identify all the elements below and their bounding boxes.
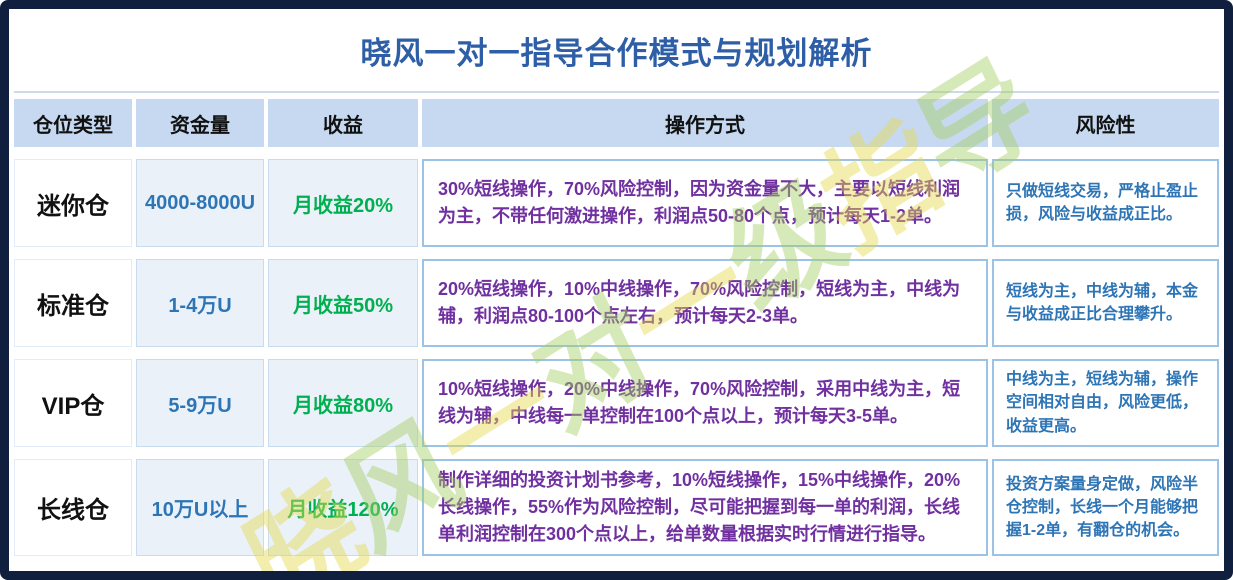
- column-header-operation: 操作方式: [422, 99, 988, 147]
- cell-risk: 投资方案量身定做，风险半仓控制，长线一个月能够把握1-2单，有翻仓的机会。: [992, 459, 1219, 556]
- cell-capital: 5-9万U: [136, 359, 264, 447]
- cell-risk: 短线为主，中线为辅，本金与收益成正比合理攀升。: [992, 259, 1219, 347]
- cell-profit: 月收益120%: [268, 459, 418, 556]
- title-bar: 晓风一对一指导合作模式与规划解析: [14, 9, 1219, 93]
- row-mini: 迷你仓 4000-8000U 月收益20% 30%短线操作，70%风险控制，因为…: [14, 159, 1219, 247]
- column-header-profit: 收益: [268, 99, 418, 147]
- row-vip: VIP仓 5-9万U 月收益80% 10%短线操作，20%中线操作，70%风险控…: [14, 359, 1219, 447]
- row-standard: 标准仓 1-4万U 月收益50% 20%短线操作，10%中线操作，70%风险控制…: [14, 259, 1219, 347]
- cell-position-type: VIP仓: [14, 359, 132, 447]
- cell-profit: 月收益50%: [268, 259, 418, 347]
- cell-position-type: 标准仓: [14, 259, 132, 347]
- cell-profit: 月收益20%: [268, 159, 418, 247]
- cell-capital: 1-4万U: [136, 259, 264, 347]
- cell-capital: 10万U以上: [136, 459, 264, 556]
- cell-operation: 制作详细的投资计划书参考，10%短线操作，15%中线操作，20%长线操作，55%…: [422, 459, 988, 556]
- column-header-position-type: 仓位类型: [14, 99, 132, 147]
- cell-position-type: 迷你仓: [14, 159, 132, 247]
- cell-operation: 30%短线操作，70%风险控制，因为资金量不大，主要以短线利润为主，不带任何激进…: [422, 159, 988, 247]
- cell-risk: 中线为主，短线为辅，操作空间相对自由，风险更低，收益更高。: [992, 359, 1219, 447]
- page-title: 晓风一对一指导合作模式与规划解析: [360, 35, 873, 71]
- cell-profit: 月收益80%: [268, 359, 418, 447]
- cell-position-type: 长线仓: [14, 459, 132, 556]
- cooperation-table: 仓位类型 资金量 收益 操作方式 风险性 迷你仓 4000-8000U 月收益2…: [14, 99, 1219, 556]
- cell-capital: 4000-8000U: [136, 159, 264, 247]
- cell-operation: 20%短线操作，10%中线操作，70%风险控制，短线为主，中线为辅，利润点80-…: [422, 259, 988, 347]
- row-longterm: 长线仓 10万U以上 月收益120% 制作详细的投资计划书参考，10%短线操作，…: [14, 459, 1219, 556]
- cell-operation: 10%短线操作，20%中线操作，70%风险控制，采用中线为主，短线为辅，中线每一…: [422, 359, 988, 447]
- table-header-row: 仓位类型 资金量 收益 操作方式 风险性: [14, 99, 1219, 147]
- column-header-capital: 资金量: [136, 99, 264, 147]
- column-header-risk: 风险性: [992, 99, 1219, 147]
- cell-risk: 只做短线交易，严格止盈止损，风险与收益成正比。: [992, 159, 1219, 247]
